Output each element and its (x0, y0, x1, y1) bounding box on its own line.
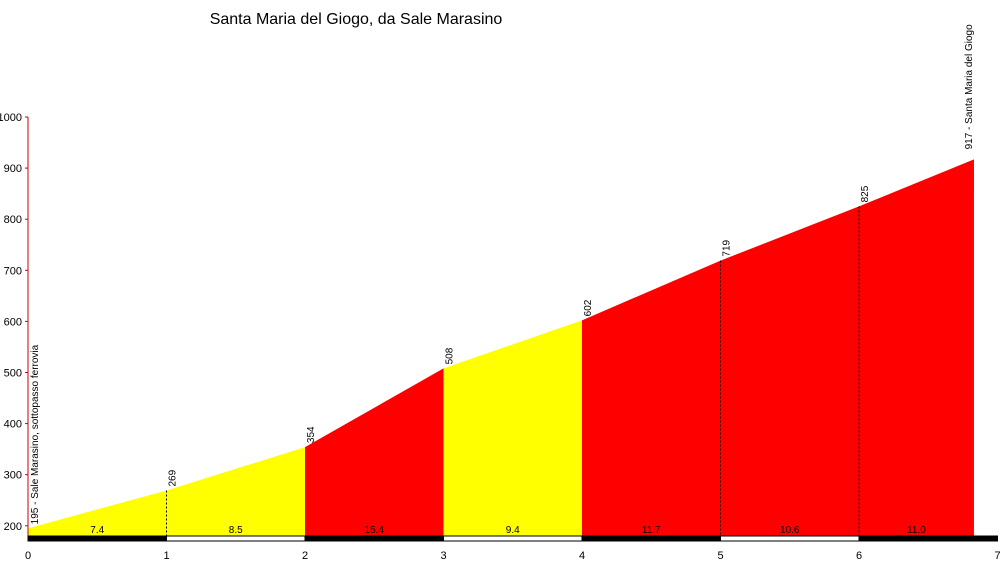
y-tick-label-1000: 1000 (0, 112, 22, 124)
km-bar-1 (166, 535, 306, 542)
labels: 7.4 8.5 15.4 9.4 11.7 10.6 11.0 269 354 508 602 719… (30, 24, 975, 536)
y-tick-label-500: 500 (4, 367, 22, 379)
x-tick-label-1: 1 (163, 550, 169, 562)
profile-areas (28, 159, 974, 537)
end-label: 917 - Santa Maria del Giogo (964, 24, 975, 150)
gradient-label-4: 9.4 (506, 525, 520, 536)
elevation-label-354: 354 (306, 426, 317, 443)
chart-title: Santa Maria del Giogo, da Sale Marasino (210, 11, 503, 28)
x-tick-label-7: 7 (994, 550, 1000, 562)
y-tick-label-200: 200 (4, 521, 22, 533)
x-tick-label-5: 5 (717, 550, 723, 562)
km-bar-0 (27, 535, 167, 542)
segment-area-6 (720, 206, 859, 537)
km-bar-3 (443, 535, 583, 542)
y-tick-label-300: 300 (4, 470, 22, 482)
segment-area-5 (582, 260, 721, 536)
x-tick-label-2: 2 (302, 550, 308, 562)
x-tick-label-0: 0 (25, 550, 31, 562)
elevation-label-719: 719 (722, 239, 733, 256)
gradient-label-3: 15.4 (365, 525, 385, 536)
gradient-label-7: 11.0 (907, 525, 926, 536)
start-label: 195 - Sale Marasino, sottopasso ferrovia (30, 344, 41, 524)
gradient-label-5: 11.7 (642, 525, 661, 536)
y-tick-label-600: 600 (4, 316, 22, 328)
segment-area-2 (166, 447, 305, 536)
gradient-label-6: 10.6 (780, 525, 800, 536)
elevation-label-508: 508 (445, 347, 456, 364)
km-dividers (166, 206, 860, 536)
x-tick-label-6: 6 (856, 550, 862, 562)
elevation-label-269: 269 (168, 469, 179, 486)
km-bar-4 (581, 535, 721, 542)
axes: 200 300 400 500 600 700 800 900 1000 0 1 2 3 4 5 6 7 (0, 112, 1000, 562)
elevation-label-825: 825 (860, 185, 871, 202)
segment-area-1 (28, 490, 167, 536)
km-bar-6 (858, 535, 998, 542)
y-tick-label-700: 700 (4, 265, 22, 277)
gradient-label-2: 8.5 (229, 525, 243, 536)
x-tick-label-4: 4 (579, 550, 585, 562)
y-tick-label-900: 900 (4, 163, 22, 175)
y-tick-label-400: 400 (4, 419, 22, 431)
km-bar-2 (304, 535, 444, 542)
gradient-label-1: 7.4 (90, 525, 104, 536)
elevation-label-602: 602 (583, 299, 594, 316)
x-tick-label-3: 3 (440, 550, 446, 562)
segment-area-7 (859, 159, 974, 536)
y-tick-label-800: 800 (4, 214, 22, 226)
segment-area-3 (305, 368, 444, 536)
segment-area-4 (443, 320, 582, 536)
km-bar-5 (720, 535, 860, 542)
